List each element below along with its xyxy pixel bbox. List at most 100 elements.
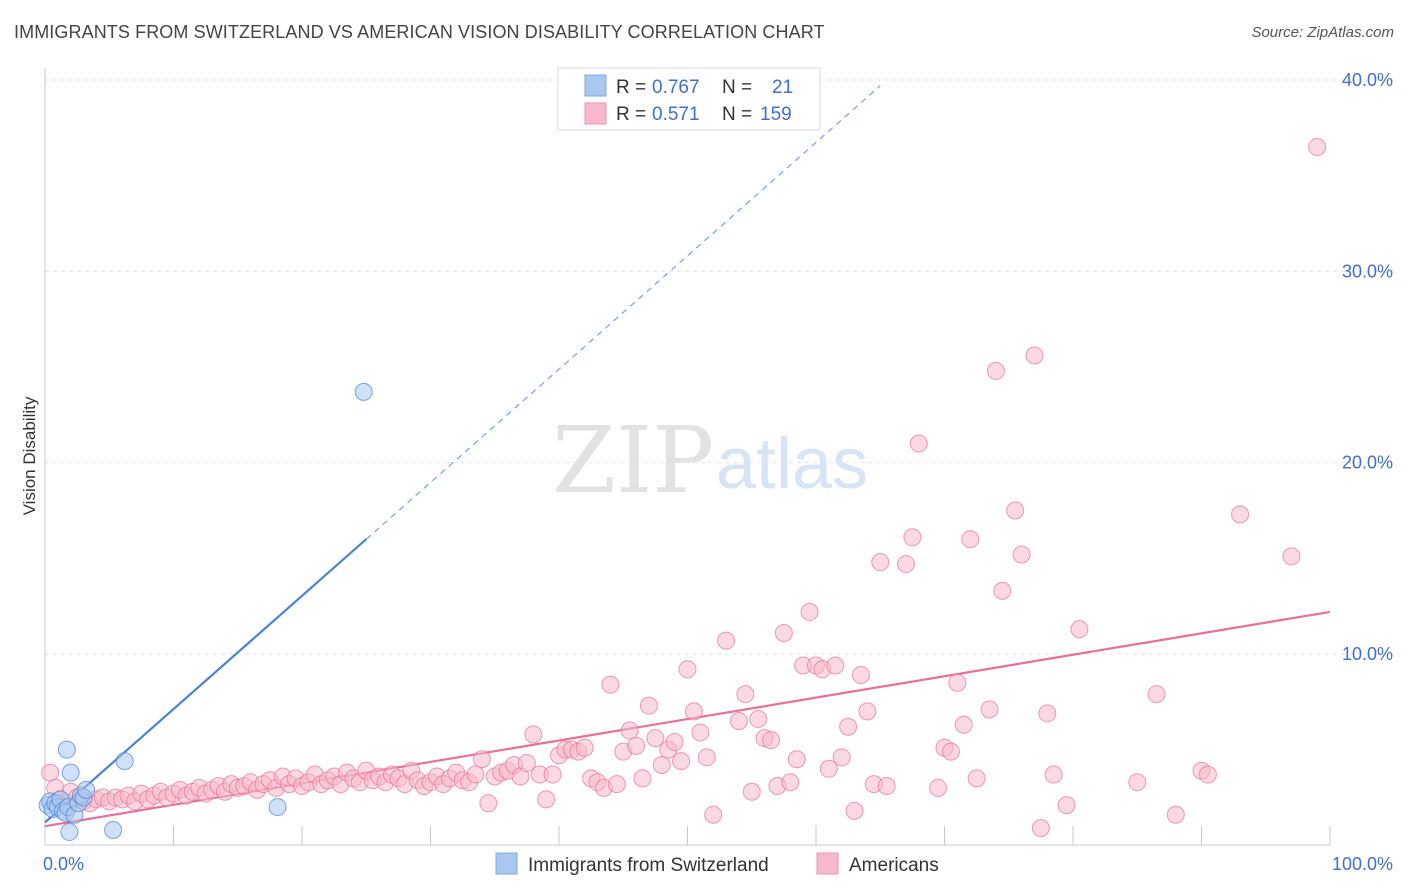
- point-americans: [1057, 796, 1076, 815]
- point-americans: [819, 759, 838, 778]
- point-americans: [980, 700, 999, 719]
- point-americans: [697, 748, 716, 767]
- point-americans: [620, 721, 639, 740]
- point-americans: [787, 750, 806, 769]
- legend-n-label-1: N =: [722, 77, 752, 98]
- point-americans: [839, 717, 858, 736]
- point-americans: [672, 752, 691, 771]
- point-americans: [986, 361, 1005, 380]
- point-americans: [517, 754, 536, 773]
- point-americans: [678, 660, 697, 679]
- point-americans: [832, 748, 851, 767]
- point-americans: [627, 736, 646, 755]
- point-americans: [1038, 704, 1057, 723]
- legend-n-label-2: N =: [722, 104, 752, 125]
- point-americans: [601, 675, 620, 694]
- point-switzerland: [57, 740, 76, 759]
- legend-r-label-1: R =: [616, 77, 646, 98]
- bottom-legend-label-americans: Americans: [849, 855, 939, 876]
- legend-swatch-switzerland: [584, 74, 607, 97]
- point-americans: [729, 711, 748, 730]
- trend-line-extension: [365, 85, 881, 540]
- point-americans: [524, 725, 543, 744]
- watermark: ZIP atlas: [552, 407, 868, 514]
- point-americans: [575, 738, 594, 757]
- point-americans: [691, 723, 710, 742]
- point-americans: [665, 733, 684, 752]
- point-americans: [736, 685, 755, 704]
- y-tick-label: 10.0%: [1342, 644, 1393, 664]
- point-americans: [800, 602, 819, 621]
- point-americans: [1025, 346, 1044, 365]
- point-americans: [781, 773, 800, 792]
- point-americans: [1044, 765, 1063, 784]
- point-americans: [652, 755, 671, 774]
- point-americans: [903, 528, 922, 547]
- point-americans: [1198, 765, 1217, 784]
- legend-bottom: Immigrants from Switzerland Americans: [495, 852, 939, 876]
- source-credit: Source: ZipAtlas.com: [1251, 24, 1394, 41]
- point-americans: [537, 790, 556, 809]
- grid-lines: [45, 79, 1395, 655]
- data-points: [38, 137, 1327, 841]
- y-tick-label: 40.0%: [1342, 70, 1393, 90]
- watermark-atlas-text: atlas: [716, 424, 868, 504]
- point-americans: [1166, 805, 1185, 824]
- legend-r-value-1: 0.767: [652, 77, 700, 98]
- point-americans: [941, 742, 960, 761]
- x-tick-label: 100.0%: [1332, 854, 1393, 874]
- point-americans: [1012, 545, 1031, 564]
- tick-labels: 10.0% 20.0% 30.0% 40.0% 0.0% 100.0%: [43, 70, 1393, 874]
- point-americans: [948, 673, 967, 692]
- legend-top: R = 0.767 N = 21 R = 0.571 N = 159: [557, 67, 821, 131]
- point-americans: [1231, 505, 1250, 524]
- point-switzerland: [104, 821, 123, 840]
- point-americans: [774, 623, 793, 642]
- point-americans: [749, 710, 768, 729]
- point-americans: [646, 729, 665, 748]
- watermark-zip-text: ZIP: [552, 407, 714, 514]
- point-americans: [896, 555, 915, 574]
- y-axis-title: Vision Disability: [20, 396, 39, 515]
- y-tick-label: 30.0%: [1342, 261, 1393, 281]
- legend-n-value-2: 159: [760, 104, 792, 125]
- point-americans: [929, 778, 948, 797]
- point-americans: [1031, 819, 1050, 838]
- point-americans: [466, 765, 485, 784]
- point-americans: [639, 696, 658, 715]
- point-americans: [1147, 685, 1166, 704]
- point-americans: [1308, 137, 1327, 156]
- point-americans: [684, 702, 703, 721]
- point-switzerland: [60, 822, 79, 841]
- axes: [44, 68, 1331, 846]
- point-americans: [877, 777, 896, 796]
- y-tick-label: 20.0%: [1342, 453, 1393, 473]
- point-americans: [472, 750, 491, 769]
- point-americans: [993, 581, 1012, 600]
- bottom-legend-label-switzerland: Immigrants from Switzerland: [528, 855, 769, 876]
- legend-r-label-2: R =: [616, 104, 646, 125]
- point-americans: [704, 805, 723, 824]
- point-americans: [762, 731, 781, 750]
- point-americans: [479, 794, 498, 813]
- point-americans: [871, 553, 890, 572]
- point-switzerland: [77, 780, 96, 799]
- point-americans: [607, 775, 626, 794]
- chart-title: IMMIGRANTS FROM SWITZERLAND VS AMERICAN …: [14, 22, 825, 42]
- bottom-legend-swatch-americans: [816, 852, 839, 875]
- point-americans: [858, 702, 877, 721]
- bottom-legend-swatch-switzerland: [495, 852, 518, 875]
- point-americans: [633, 769, 652, 788]
- point-americans: [845, 801, 864, 820]
- point-americans: [1070, 620, 1089, 639]
- legend-swatch-americans: [584, 102, 607, 125]
- x-tick-label: 0.0%: [43, 854, 84, 874]
- point-americans: [1282, 547, 1301, 566]
- point-americans: [967, 769, 986, 788]
- point-americans: [717, 631, 736, 650]
- point-americans: [851, 666, 870, 685]
- point-americans: [1128, 773, 1147, 792]
- point-americans: [41, 763, 60, 782]
- legend-r-value-2: 0.571: [652, 104, 700, 125]
